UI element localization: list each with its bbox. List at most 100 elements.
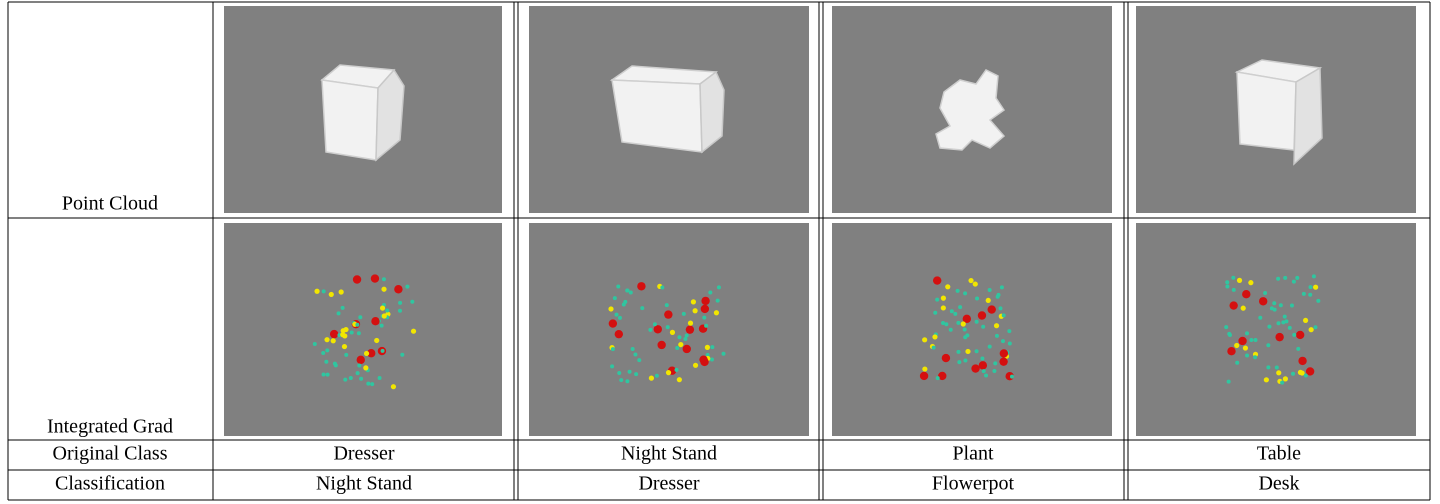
dot [625, 289, 629, 293]
dot [1007, 329, 1011, 333]
dot [708, 290, 712, 294]
dot [944, 322, 948, 326]
dot [1270, 306, 1274, 310]
dot [922, 337, 927, 342]
dot [1225, 280, 1229, 284]
row-label: Classification [55, 473, 165, 495]
dot [1235, 361, 1239, 365]
dot [343, 327, 348, 332]
dot [677, 377, 682, 382]
dot [953, 312, 957, 316]
dot [1224, 325, 1228, 329]
dot [1267, 325, 1271, 329]
dot [1290, 303, 1294, 307]
dot [1275, 366, 1279, 370]
dot [664, 310, 672, 318]
dot [648, 328, 652, 332]
dot [722, 352, 726, 356]
dot [640, 306, 644, 310]
dot [701, 297, 709, 305]
dot [357, 363, 361, 367]
dot [956, 350, 960, 354]
dot [932, 334, 937, 339]
dot [334, 363, 338, 367]
dot [618, 316, 622, 320]
dot [1276, 277, 1280, 281]
dot [1280, 381, 1284, 385]
cell: Dresser [333, 443, 394, 465]
dot [973, 281, 978, 286]
dot [382, 277, 386, 281]
dot [385, 309, 389, 313]
dot [353, 275, 361, 283]
dot [941, 296, 946, 301]
dot [710, 358, 714, 362]
dot [381, 349, 385, 353]
dot [1242, 290, 1250, 298]
dot [1000, 349, 1008, 357]
dot [1266, 365, 1270, 369]
dot [958, 305, 962, 309]
dot [615, 330, 623, 338]
dot [1010, 375, 1014, 379]
dot [364, 351, 369, 356]
dot [1276, 321, 1280, 325]
dot [1229, 301, 1237, 309]
dot [1292, 280, 1296, 284]
cell: Plant [952, 443, 994, 465]
dot [411, 329, 416, 334]
image-panels [224, 6, 1416, 436]
dot [979, 361, 987, 369]
cell: Night Stand [621, 443, 717, 465]
dot [965, 349, 970, 354]
dot [371, 274, 379, 282]
dot [963, 328, 967, 332]
cell: Table [1257, 443, 1301, 465]
dot [993, 361, 997, 365]
dot [693, 308, 698, 313]
dot [633, 352, 637, 356]
dot [704, 324, 708, 328]
dot [629, 291, 633, 295]
dot [1227, 347, 1235, 355]
dot [322, 289, 326, 293]
dot [685, 334, 689, 338]
dot [963, 291, 967, 295]
dot [1298, 357, 1306, 365]
dot [1281, 320, 1285, 324]
dot [608, 306, 613, 311]
dot [357, 331, 361, 335]
dot [616, 284, 620, 288]
dot [971, 364, 979, 372]
dot [935, 298, 939, 302]
dot [400, 353, 404, 357]
dot [1231, 276, 1235, 280]
dot [337, 311, 341, 315]
dot [1296, 347, 1300, 351]
dot [1304, 374, 1308, 378]
dot [359, 377, 363, 381]
dot [1298, 370, 1303, 375]
dot [949, 328, 953, 332]
dot [331, 338, 336, 343]
dot [1316, 299, 1320, 303]
dot [324, 360, 328, 364]
dot [1248, 280, 1253, 285]
dot [637, 282, 645, 290]
dot [314, 289, 319, 294]
dot [956, 321, 960, 325]
dot [678, 342, 683, 347]
dot [670, 330, 675, 335]
dot [660, 285, 664, 289]
dot [666, 370, 671, 375]
dot [324, 337, 329, 342]
dot [1313, 285, 1318, 290]
dot [1008, 342, 1012, 346]
dot [631, 347, 635, 351]
dot [1254, 338, 1258, 342]
dot [975, 320, 979, 324]
dot [619, 378, 623, 382]
dot [611, 347, 615, 351]
dot [1259, 297, 1267, 305]
dot [370, 382, 374, 386]
